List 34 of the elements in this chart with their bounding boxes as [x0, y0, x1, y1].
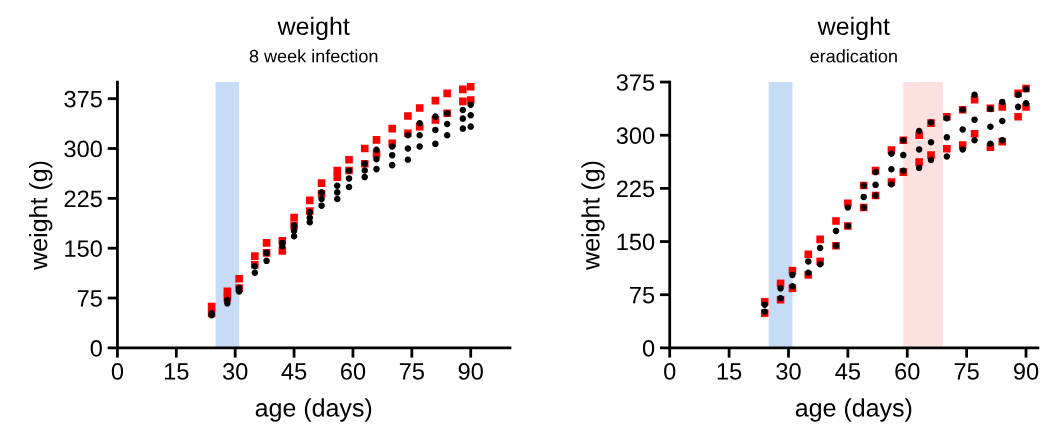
y-tick-label: 300 [64, 140, 102, 158]
x-tick-label: 15 [717, 363, 742, 380]
x-tick-label: 30 [776, 363, 801, 380]
x-axis-title: age (days) [795, 398, 912, 422]
x-tick-label: 75 [399, 363, 424, 380]
x-tick-label: 75 [954, 363, 979, 380]
x-axis-title: age (days) [255, 398, 372, 422]
y-tick-label: 375 [616, 74, 655, 91]
x-tick-label: 90 [458, 363, 483, 380]
x-tick-label: 45 [835, 363, 861, 380]
chart-title: weight [277, 16, 350, 41]
x-tick-label: 30 [222, 363, 248, 380]
x-tick-label: 0 [111, 363, 124, 380]
x-tick-label: 15 [164, 363, 189, 380]
y-tick-label: 300 [616, 127, 655, 145]
y-tick-label: 0 [642, 339, 655, 357]
y-tick-label: 75 [630, 287, 655, 304]
y-tick-label: 375 [64, 90, 102, 108]
x-tick-label: 60 [895, 363, 920, 380]
chart-title: weight [817, 16, 890, 41]
y-tick-label: 225 [64, 190, 102, 208]
chart-subtitle: 8 week infection [249, 49, 378, 63]
x-tick-label: 60 [341, 363, 366, 380]
x-tick-label: 0 [664, 363, 676, 380]
y-tick-label: 0 [90, 339, 102, 357]
y-axis-title: weight (g) [29, 161, 53, 270]
y-tick-label: 150 [617, 233, 655, 251]
chart-subtitle: eradication [810, 49, 897, 63]
y-tick-label: 225 [616, 180, 655, 198]
y-axis-title: weight (g) [581, 161, 605, 270]
x-tick-label: 45 [281, 363, 307, 380]
x-tick-label: 90 [1014, 363, 1039, 380]
y-tick-label: 150 [65, 240, 102, 257]
y-tick-label: 75 [77, 290, 102, 307]
